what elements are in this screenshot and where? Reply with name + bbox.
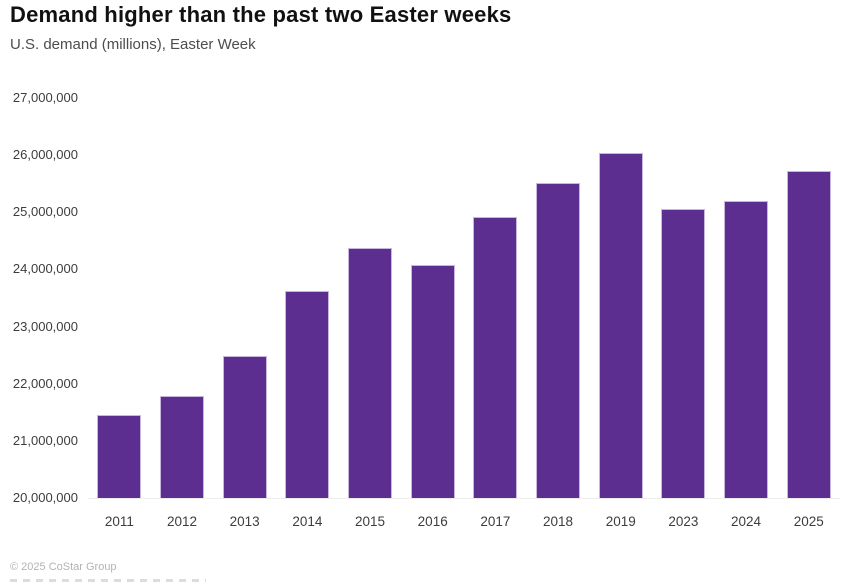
- bar-slot: [88, 98, 151, 498]
- chart-title: Demand higher than the past two Easter w…: [10, 2, 512, 27]
- y-tick-label: 21,000,000: [12, 432, 78, 448]
- bar-2015: [348, 247, 393, 498]
- x-tick-label: 2011: [104, 514, 134, 529]
- x-tick-label: 2017: [480, 514, 511, 529]
- y-axis: 27,000,000 26,000,000 25,000,000 24,000,000…: [0, 90, 78, 505]
- x-tick-label: 2023: [668, 514, 699, 529]
- y-tick-label: 27,000,000: [12, 90, 78, 105]
- x-tick-label: 2012: [166, 514, 198, 529]
- y-tick-label: 20,000,000: [12, 490, 78, 505]
- bar-slot: [589, 98, 652, 498]
- x-tick-label: 2024: [731, 514, 762, 529]
- footer: © 2025 CoStar Group: [10, 561, 117, 573]
- y-tick-label: 24,000,000: [12, 261, 78, 277]
- x-tick-label: 2014: [292, 514, 323, 529]
- x-tick-label: 2019: [605, 514, 636, 529]
- bar-2023: [661, 208, 706, 498]
- y-tick-label: 25,000,000: [12, 204, 78, 220]
- bar-2017: [473, 216, 518, 498]
- bar-slot: [777, 98, 840, 498]
- bar-slot: [401, 98, 464, 498]
- bar-2013: [222, 355, 267, 498]
- footer-clipped-line: [10, 579, 206, 582]
- bar-2012: [160, 396, 204, 498]
- bar-slot: [464, 98, 527, 498]
- x-tick-label: 2015: [355, 514, 386, 529]
- bar-2011: [97, 415, 142, 498]
- bar-2019: [598, 152, 643, 498]
- copyright-text: © 2025 CoStar Group: [10, 561, 117, 573]
- x-tick-label: 2016: [417, 514, 448, 529]
- x-tick-label: 2013: [229, 514, 260, 529]
- y-tick-label: 23,000,000: [12, 318, 78, 334]
- x-tick-label: 2018: [543, 514, 574, 529]
- bar-slot: [652, 98, 715, 498]
- bar-2024: [724, 200, 769, 498]
- plot-area: [88, 98, 840, 499]
- chart-subtitle: U.S. demand (millions), Easter Week: [10, 36, 256, 53]
- bar-slot: [213, 98, 276, 498]
- bar-slot: [339, 98, 402, 498]
- y-tick-label: 26,000,000: [12, 147, 78, 163]
- bar-slot: [276, 98, 339, 498]
- bar-slot: [715, 98, 778, 498]
- x-tick-label: 2025: [793, 514, 824, 529]
- bar-2016: [410, 264, 455, 498]
- bar-slot: [151, 98, 214, 498]
- bar-2018: [536, 183, 581, 498]
- bar-slot: [527, 98, 590, 498]
- bar-2014: [285, 291, 330, 498]
- y-tick-label: 22,000,000: [12, 375, 78, 391]
- x-axis: 2011 2012 2013 2014 2015 2016 2017 2018 2019 2023…: [88, 514, 840, 529]
- bar-2025: [786, 171, 831, 498]
